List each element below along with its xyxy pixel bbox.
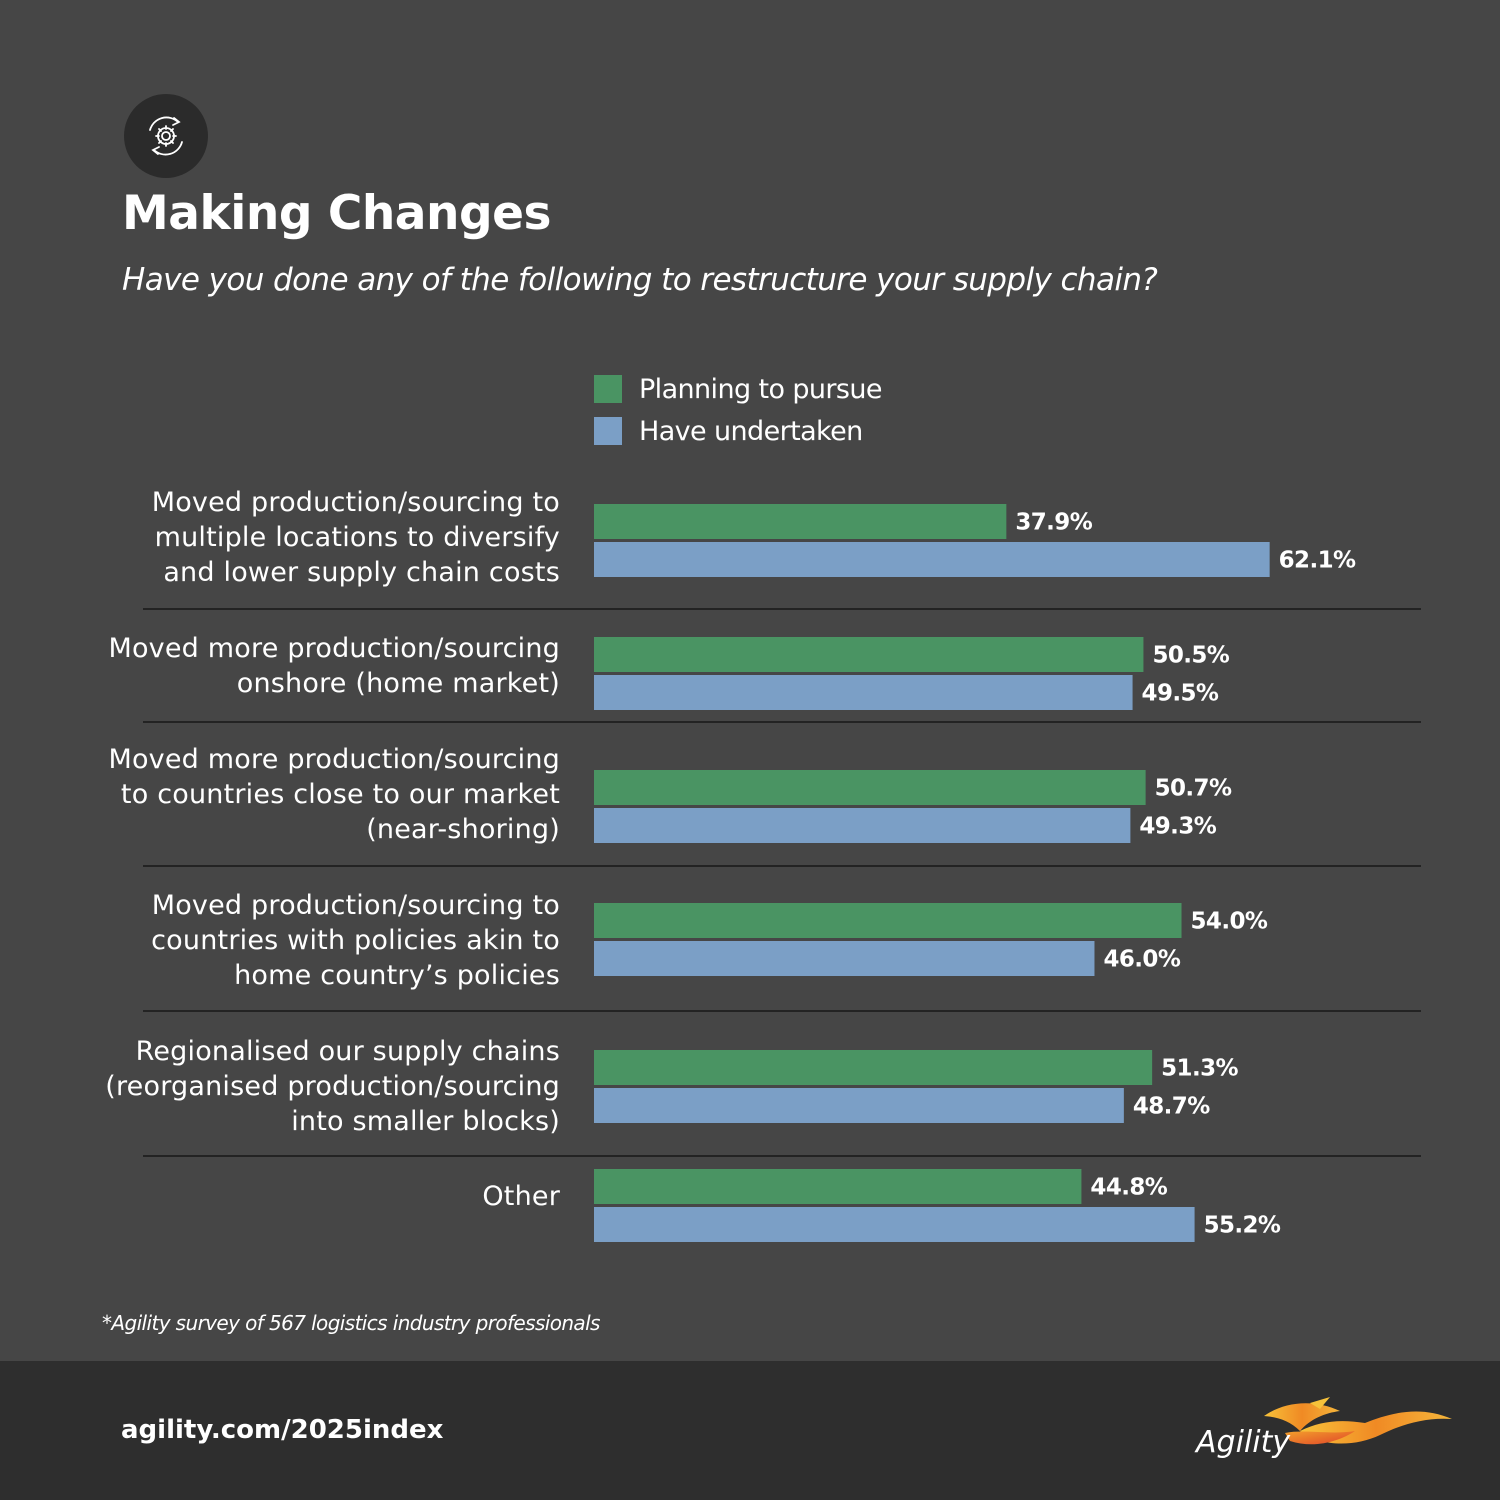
- category-label-line: Moved more production/sourcing: [108, 633, 560, 664]
- category-label-line: and lower supply chain costs: [163, 556, 560, 588]
- bar-planning-4: [594, 1050, 1153, 1085]
- value-label-planning-0: 37.9%: [1015, 510, 1092, 536]
- footer-bar: agility.com/2025index Agility: [0, 1361, 1500, 1500]
- bar-planning-1: [594, 637, 1144, 672]
- bar-planning-5: [594, 1169, 1082, 1204]
- bar-undertaken-4: [594, 1088, 1124, 1123]
- row-divider-4: [143, 1155, 1421, 1157]
- page-title: Making Changes: [122, 186, 551, 241]
- bar-planning-0: [594, 504, 1007, 539]
- bar-chart: 37.9% 50.5% 50.7% 54.0% 51.3% 44.8% 62.1% 49.5%…: [594, 504, 1357, 1242]
- value-label-planning-5: 44.8%: [1090, 1175, 1167, 1201]
- value-label-undertaken-5: 55.2%: [1204, 1213, 1281, 1239]
- category-label-3: Moved production/sourcing to countries wi…: [100, 888, 560, 993]
- value-label-planning-1: 50.5%: [1152, 643, 1229, 669]
- category-label-2: Moved more production/sourcing to countri…: [100, 742, 560, 847]
- category-label-line: onshore (home market): [236, 668, 560, 699]
- bar-undertaken-3: [594, 941, 1095, 976]
- legend-swatch-planning: [594, 375, 622, 403]
- category-label-line: Other: [482, 1180, 560, 1212]
- category-label-line: countries with policies akin to: [151, 924, 560, 956]
- bar-planning-3: [594, 903, 1182, 938]
- bar-undertaken-2: [594, 808, 1131, 843]
- category-label-line: (near-shoring): [366, 813, 560, 845]
- agility-logo: Agility: [1190, 1391, 1460, 1471]
- bar-planning-2: [594, 770, 1146, 805]
- value-label-planning-4: 51.3%: [1161, 1056, 1238, 1082]
- category-label-line: Moved production/sourcing to: [151, 486, 560, 518]
- category-label-5: Other: [100, 1179, 560, 1214]
- agility-bird-icon: [1264, 1397, 1452, 1445]
- legend-swatch-undertaken: [594, 417, 622, 445]
- category-label-line: Regionalised our supply chains: [135, 1035, 560, 1067]
- category-label-line: into smaller blocks): [291, 1105, 560, 1137]
- bar-undertaken-1: [594, 675, 1133, 710]
- value-label-undertaken-1: 49.5%: [1142, 681, 1219, 707]
- footnote: *Agility survey of 567 logistics industr…: [102, 1311, 600, 1335]
- legend-label-undertaken: Have undertaken: [639, 415, 863, 447]
- value-label-undertaken-0: 62.1%: [1279, 548, 1356, 574]
- row-divider-0: [143, 608, 1421, 610]
- value-label-undertaken-4: 48.7%: [1133, 1094, 1210, 1120]
- value-label-undertaken-2: 49.3%: [1139, 814, 1216, 840]
- legend-item-undertaken: Have undertaken: [594, 410, 882, 452]
- category-label-line: Moved production/sourcing to: [151, 889, 560, 921]
- footer-url-link[interactable]: agility.com/2025index: [121, 1415, 444, 1445]
- bar-undertaken-0: [594, 542, 1270, 577]
- category-label-4: Regionalised our supply chains (reorganis…: [100, 1034, 560, 1139]
- category-label-1: Moved more production/sourcing onshore (h…: [100, 631, 560, 701]
- legend-label-planning: Planning to pursue: [639, 373, 883, 405]
- legend-item-planning: Planning to pursue: [594, 368, 883, 410]
- bar-undertaken-5: [594, 1207, 1195, 1242]
- category-label-line: Moved more production/sourcing: [108, 743, 560, 775]
- logo-text: Agility: [1196, 1425, 1291, 1460]
- value-label-undertaken-3: 46.0%: [1103, 947, 1180, 973]
- category-label-line: (reorganised production/sourcing: [105, 1070, 560, 1102]
- category-label-line: multiple locations to diversify: [154, 521, 560, 553]
- row-divider-1: [143, 721, 1421, 723]
- page-subtitle: Have you done any of the following to re…: [122, 262, 1158, 298]
- header-icon-badge: [124, 94, 208, 178]
- value-label-planning-3: 54.0%: [1191, 909, 1268, 935]
- gear-refresh-icon: [149, 116, 183, 156]
- category-label-0: Moved production/sourcing to multiple loc…: [100, 485, 560, 590]
- row-divider-3: [143, 1010, 1421, 1012]
- value-label-planning-2: 50.7%: [1155, 776, 1232, 802]
- category-label-line: home country’s policies: [234, 959, 560, 991]
- chart-legend: Planning to pursue Have undertaken: [594, 368, 883, 452]
- category-label-line: to countries close to our market: [120, 778, 560, 810]
- row-divider-2: [143, 865, 1421, 867]
